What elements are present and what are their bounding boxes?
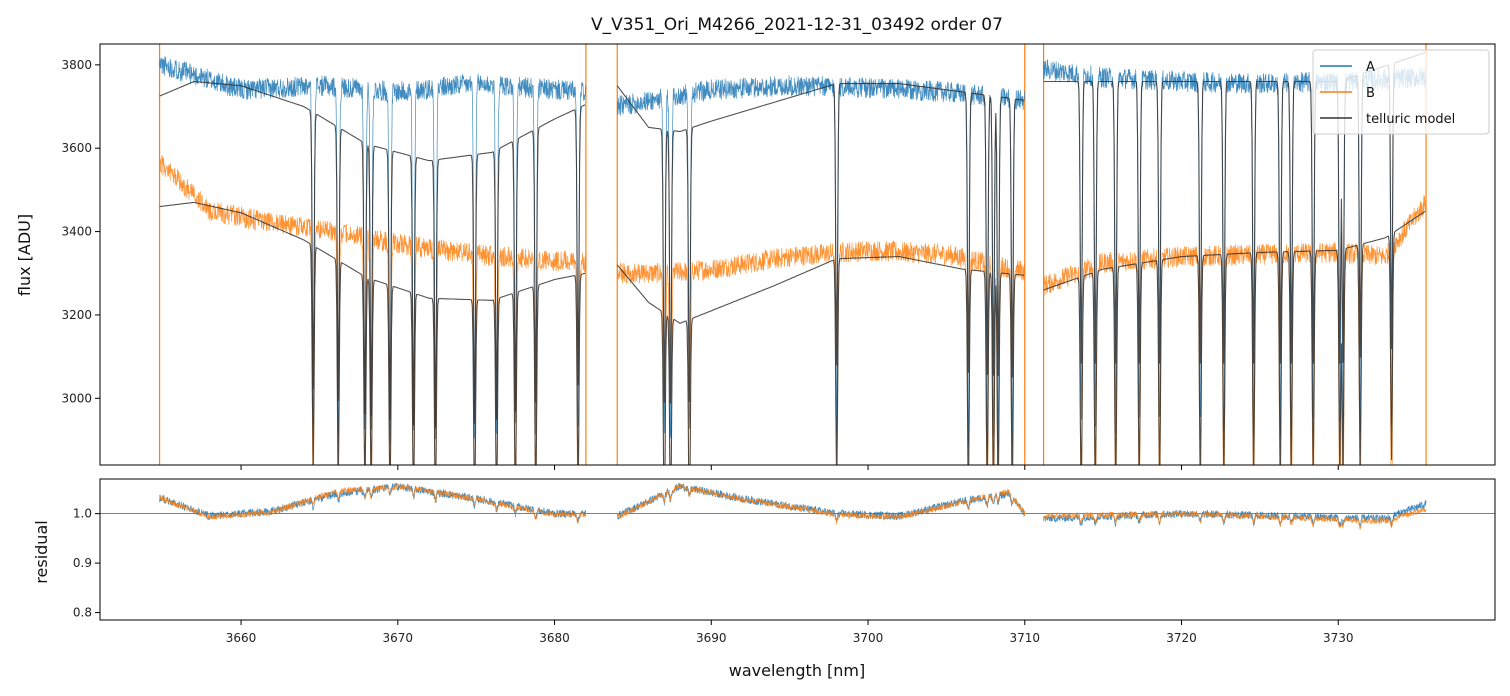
bottom-y-tick-label: 0.9	[73, 556, 92, 570]
chart-title: V_V351_Ori_M4266_2021-12-31_03492 order …	[591, 15, 1003, 35]
x-tick-label: 3710	[1010, 631, 1041, 645]
legend-label-B: B	[1366, 86, 1375, 101]
bottom-panel: 0.8 0.9 1.0 3660 3670 3680 3690 3700 3710 3720 37…	[32, 478, 1496, 680]
telluric-model-A-line	[159, 52, 1426, 428]
top-y-axis-label: flux [ADU]	[15, 214, 34, 296]
x-tick-label: 3660	[226, 631, 257, 645]
x-axis-label: wavelength [nm]	[729, 661, 866, 680]
top-y-tick-label: 3800	[61, 58, 92, 72]
x-tick-label: 3670	[383, 631, 414, 645]
top-plot-area	[158, 44, 1427, 465]
legend-frame	[1312, 49, 1490, 135]
top-y-tick-label: 3000	[61, 391, 92, 405]
top-y-axis: 3000 3200 3400 3600 3800	[61, 58, 100, 405]
top-y-tick-label: 3200	[61, 308, 92, 322]
x-tick-label: 3680	[539, 631, 570, 645]
top-x-ticks	[240, 465, 1339, 470]
x-axis: 3660 3670 3680 3690 3700 3710 3720 3730	[226, 620, 1354, 645]
top-y-tick-label: 3400	[61, 225, 92, 239]
legend-label-A: A	[1366, 60, 1375, 75]
telluric-model-B-line	[159, 201, 1426, 465]
legend-label-telluric: telluric model	[1366, 112, 1455, 127]
x-tick-label: 3700	[853, 631, 884, 645]
x-tick-label: 3690	[696, 631, 727, 645]
top-y-tick-label: 3600	[61, 141, 92, 155]
x-tick-label: 3720	[1166, 631, 1197, 645]
bottom-y-tick-label: 0.8	[73, 606, 92, 620]
top-axes-frame	[99, 43, 1496, 466]
legend: A B telluric model	[1312, 49, 1490, 135]
bottom-y-axis-label: residual	[32, 520, 51, 583]
bottom-y-tick-label: 1.0	[73, 507, 92, 521]
bottom-axes-frame	[99, 478, 1496, 621]
residual-B-line	[159, 483, 1427, 530]
bottom-plot-area	[100, 482, 1495, 530]
x-tick-label: 3730	[1323, 631, 1354, 645]
top-panel: 3000 3200 3400 3600 3800 flux [ADU] A B tell…	[15, 43, 1496, 470]
bottom-y-axis: 0.8 0.9 1.0	[73, 507, 100, 620]
